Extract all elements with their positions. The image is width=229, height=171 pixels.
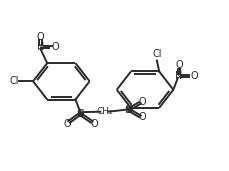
Text: O: O bbox=[63, 119, 71, 129]
Text: S: S bbox=[76, 109, 84, 119]
Text: CH₂: CH₂ bbox=[96, 107, 113, 116]
Text: O: O bbox=[139, 97, 147, 107]
Text: O: O bbox=[139, 112, 147, 122]
Text: O: O bbox=[37, 32, 44, 42]
Text: O: O bbox=[190, 71, 198, 81]
Text: O: O bbox=[51, 42, 59, 52]
Text: Cl: Cl bbox=[152, 49, 162, 59]
Text: N: N bbox=[175, 71, 183, 81]
Text: O: O bbox=[90, 119, 98, 129]
Text: N: N bbox=[37, 42, 44, 52]
Text: S: S bbox=[125, 105, 133, 115]
Text: Cl: Cl bbox=[9, 76, 19, 86]
Text: O: O bbox=[175, 60, 183, 70]
